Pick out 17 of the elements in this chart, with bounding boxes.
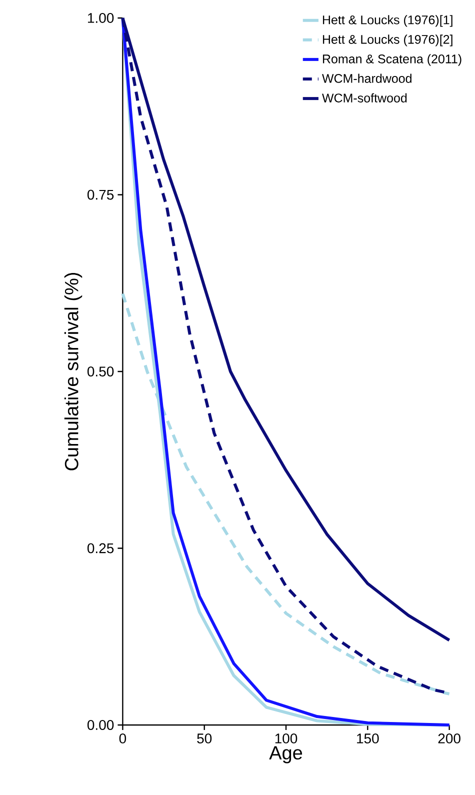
- y-tick-label: 1.00: [88, 13, 114, 23]
- legend-label: Roman & Scatena (2011): [322, 54, 462, 66]
- x-tick-label: 200: [438, 734, 460, 744]
- y-tick-label: 0.25: [87, 543, 114, 554]
- x-tick-label: 100: [275, 734, 298, 744]
- y-tick-label: 0.75: [87, 190, 114, 200]
- y-tick-label: 0.00: [87, 720, 114, 730]
- x-tick-label: 150: [357, 734, 379, 744]
- legend-label: WCM-hardwood: [322, 74, 412, 83]
- y-tick-label: 0.50: [87, 366, 114, 376]
- legend-label: Hett & Loucks (1976)[1]: [322, 15, 452, 27]
- legend-label: Hett & Loucks (1976)[2]: [322, 34, 452, 46]
- x-axis-title: Age: [269, 746, 302, 764]
- legend-label: WCM-softwood: [322, 93, 407, 102]
- x-tick-label: 0: [119, 734, 126, 744]
- x-tick-label: 50: [197, 734, 212, 744]
- y-axis-title: Cumulative survival (%): [64, 272, 82, 470]
